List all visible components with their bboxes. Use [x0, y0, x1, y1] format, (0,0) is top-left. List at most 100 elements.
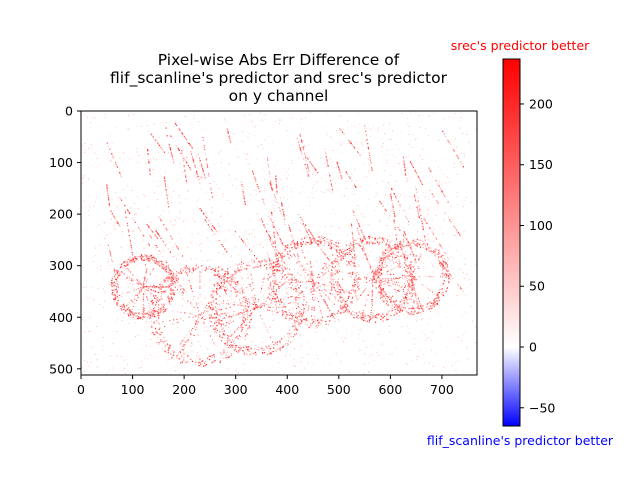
heatmap-pixel [290, 313, 292, 315]
heatmap-pixel [381, 269, 383, 271]
heatmap-pixel [399, 243, 401, 246]
heatmap-pixel [329, 315, 332, 317]
heatmap-pixel [185, 265, 187, 267]
heatmap-pixel [282, 252, 284, 254]
heatmap-pixel [176, 279, 179, 281]
heatmap-pixel [295, 319, 297, 321]
heatmap-pixel [309, 276, 311, 278]
heatmap-pixel [215, 327, 217, 330]
heatmap-pixel [159, 286, 161, 288]
heatmap-pixel [132, 316, 134, 319]
heatmap-pixel [138, 312, 141, 314]
heatmap-pixel [309, 243, 311, 245]
heatmap-pixel [331, 185, 333, 187]
heatmap-pixel [327, 316, 329, 318]
heatmap-pixel [169, 271, 171, 274]
heatmap-pixel [135, 258, 138, 260]
heatmap-pixel [407, 255, 409, 257]
heatmap-pixel [216, 313, 218, 315]
heatmap-pixel [247, 305, 249, 307]
heatmap-pixel [169, 298, 171, 300]
heatmap-pixel [152, 332, 154, 334]
heatmap-pixel [138, 281, 140, 283]
heatmap-pixel [271, 310, 273, 312]
heatmap-pixel [150, 289, 152, 291]
heatmap-pixel [170, 272, 172, 275]
heatmap-pixel [332, 288, 334, 291]
heatmap-pixel [189, 271, 191, 273]
heatmap-pixel [274, 266, 276, 268]
heatmap-pixel [220, 323, 222, 325]
heatmap-pixel [219, 361, 221, 363]
heatmap-pixel [232, 320, 234, 322]
heatmap-pixel [111, 289, 113, 291]
heatmap-pixel [267, 273, 269, 276]
heatmap-pixel [180, 349, 182, 351]
heatmap-pixel [392, 283, 394, 285]
heatmap-pixel [330, 313, 332, 315]
heatmap-pixel [275, 179, 277, 182]
heatmap-pixel [382, 266, 384, 268]
heatmap-pixel [243, 314, 245, 316]
heatmap-pixel [267, 277, 269, 280]
heatmap-pixel [132, 254, 134, 256]
heatmap-pixel [224, 291, 227, 293]
heatmap-pixel [270, 351, 272, 353]
heatmap-pixel [246, 310, 249, 312]
heatmap-pixel [334, 287, 336, 289]
heatmap-pixel [214, 359, 216, 362]
heatmap-pixel [402, 277, 404, 279]
heatmap-pixel [232, 341, 234, 343]
heatmap-pixel [452, 277, 454, 279]
heatmap-pixel [116, 279, 118, 281]
heatmap-pixel [154, 306, 156, 309]
heatmap-pixel [230, 354, 232, 356]
heatmap-pixel [279, 210, 281, 212]
heatmap-pixel [402, 243, 404, 246]
heatmap-pixel [301, 316, 303, 318]
heatmap-pixel [321, 316, 323, 318]
heatmap-pixel [244, 335, 247, 337]
heatmap-pixel [149, 274, 151, 276]
heatmap-pixel [320, 323, 322, 325]
heatmap-pixel [153, 286, 155, 288]
heatmap-pixel [250, 313, 252, 315]
heatmap-pixel [224, 333, 227, 335]
heatmap-pixel [209, 295, 211, 297]
heatmap-pixel [155, 298, 157, 300]
heatmap-pixel [411, 308, 413, 310]
heatmap-pixel [267, 309, 269, 311]
heatmap-pixel [219, 351, 222, 354]
heatmap-pixel [258, 299, 260, 301]
heatmap-pixel [358, 317, 361, 319]
heatmap-pixel [143, 313, 145, 316]
heatmap-pixel [299, 147, 301, 149]
heatmap-pixel [184, 341, 186, 343]
heatmap-pixel [414, 293, 416, 295]
heatmap-pixel [313, 282, 315, 284]
heatmap-pixel [395, 248, 398, 251]
heatmap-pixel [388, 254, 390, 256]
heatmap-pixel [409, 253, 411, 255]
heatmap-pixel [410, 275, 412, 277]
heatmap-pixel [337, 259, 339, 261]
heatmap-pixel [120, 307, 122, 309]
heatmap-pixel [390, 250, 392, 252]
heatmap-pixel [414, 261, 416, 263]
heatmap-pixel [392, 268, 394, 270]
heatmap-pixel [268, 296, 270, 298]
heatmap-pixel [427, 302, 429, 304]
heatmap-pixel [356, 282, 359, 284]
heatmap-pixel [362, 245, 364, 247]
heatmap-pixel [113, 268, 115, 270]
heatmap-pixel [384, 252, 387, 255]
heatmap-pixel [300, 245, 302, 248]
heatmap-pixel [213, 290, 215, 292]
heatmap-pixel [194, 316, 196, 318]
heatmap-pixel [306, 319, 308, 322]
heatmap-pixel [230, 322, 232, 324]
heatmap-pixel [327, 258, 330, 260]
heatmap-pixel [225, 314, 227, 316]
heatmap-pixel [371, 279, 373, 281]
heatmap-pixel [438, 296, 440, 298]
